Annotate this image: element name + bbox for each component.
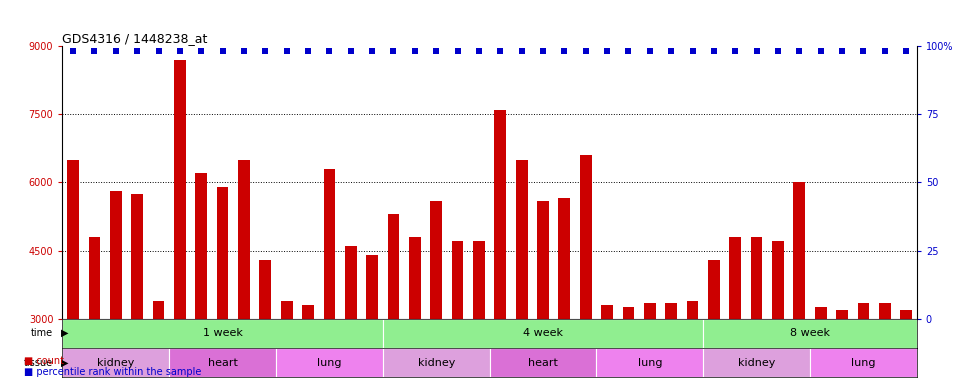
Text: tissue: tissue	[24, 358, 53, 368]
Bar	[810, 348, 917, 377]
Text: heart: heart	[528, 358, 558, 368]
Bar	[367, 255, 378, 319]
Bar	[473, 242, 485, 319]
Bar	[259, 260, 271, 319]
Bar	[169, 348, 276, 377]
Text: GDS4316 / 1448238_at: GDS4316 / 1448238_at	[62, 32, 207, 45]
Bar	[623, 307, 635, 319]
Bar	[383, 319, 703, 348]
Bar	[730, 237, 741, 319]
Bar	[383, 348, 490, 377]
Bar	[703, 319, 917, 348]
Bar	[516, 160, 527, 319]
Bar	[67, 160, 79, 319]
Bar	[494, 110, 506, 319]
Bar	[345, 246, 356, 319]
Text: kidney: kidney	[418, 358, 455, 368]
Bar	[302, 305, 314, 319]
Bar	[596, 348, 703, 377]
Text: ▶: ▶	[60, 328, 68, 338]
Bar	[62, 348, 169, 377]
Bar	[879, 303, 891, 319]
Bar	[815, 307, 827, 319]
Text: time: time	[31, 328, 53, 338]
Bar	[430, 200, 442, 319]
Bar	[836, 310, 848, 319]
Bar	[110, 192, 122, 319]
Bar	[580, 155, 591, 319]
Bar	[751, 237, 762, 319]
Text: kidney: kidney	[738, 358, 776, 368]
Text: lung: lung	[317, 358, 342, 368]
Text: 4 week: 4 week	[523, 328, 563, 338]
Text: ▶: ▶	[60, 358, 68, 368]
Bar	[276, 348, 383, 377]
Bar	[794, 182, 805, 319]
Bar	[490, 348, 596, 377]
Bar	[132, 194, 143, 319]
Bar	[174, 60, 185, 319]
Text: lung: lung	[852, 358, 876, 368]
Bar	[217, 187, 228, 319]
Text: kidney: kidney	[97, 358, 134, 368]
Bar	[857, 303, 869, 319]
Text: 8 week: 8 week	[790, 328, 830, 338]
Bar	[88, 237, 100, 319]
Bar	[559, 198, 570, 319]
Bar	[196, 173, 207, 319]
Bar	[900, 310, 912, 319]
Bar	[409, 237, 420, 319]
Bar	[238, 160, 250, 319]
Bar	[686, 301, 698, 319]
Bar	[281, 301, 293, 319]
Bar	[452, 242, 464, 319]
Bar	[772, 242, 783, 319]
Bar	[708, 260, 720, 319]
Bar	[62, 319, 383, 348]
Text: heart: heart	[207, 358, 237, 368]
Bar	[601, 305, 612, 319]
Bar	[703, 348, 810, 377]
Text: lung: lung	[637, 358, 662, 368]
Bar	[324, 169, 335, 319]
Bar	[388, 214, 399, 319]
Bar	[153, 301, 164, 319]
Bar	[538, 200, 549, 319]
Text: ■ percentile rank within the sample: ■ percentile rank within the sample	[24, 367, 202, 377]
Bar	[665, 303, 677, 319]
Bar	[644, 303, 656, 319]
Text: ■ count: ■ count	[24, 356, 64, 366]
Text: 1 week: 1 week	[203, 328, 243, 338]
